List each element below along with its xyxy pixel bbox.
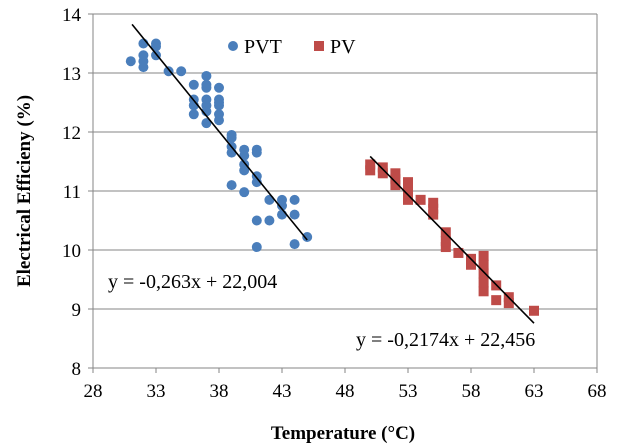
trendlines [131, 23, 535, 324]
pv-data-point [440, 236, 451, 247]
y-tick-label-14: 14 [62, 5, 82, 26]
pvt-data-point [239, 144, 250, 155]
pvt-data-point [188, 109, 199, 120]
legend: PVT PV [228, 36, 356, 58]
x-tick-label-58: 58 [462, 381, 481, 402]
x-tick-labels: 28 33 38 43 48 53 58 63 68 [84, 381, 607, 402]
pvt-data-point [239, 187, 250, 198]
pvt-data-point [239, 159, 250, 170]
pvt-data-point [226, 180, 237, 191]
pv-data-point [503, 298, 514, 309]
pv-data-point [403, 194, 413, 205]
pv-data-point [478, 286, 489, 297]
pv-data-point [365, 165, 376, 176]
pv-data-point [390, 174, 401, 185]
y-tick-label-10: 10 [62, 241, 81, 262]
x-tick-label-68: 68 [588, 381, 607, 402]
pvt-data-point [226, 129, 237, 140]
y-tick-labels: 8 9 10 11 12 13 14 [62, 5, 82, 380]
pvt-trendline [131, 23, 308, 241]
x-axis-title: Temperature (°C) [271, 423, 415, 444]
pv-data-point [390, 168, 401, 179]
pv-data-point [428, 203, 439, 214]
pvt-data-point [251, 242, 262, 253]
pvt-data-point [188, 79, 199, 90]
y-tick-label-8: 8 [72, 359, 82, 380]
pv-data-point [529, 305, 539, 316]
pv-data-point [440, 242, 451, 253]
pvt-data-point [277, 209, 287, 220]
pvt-trendline-equation: y = -0,263x + 22,004 [108, 271, 277, 293]
pvt-data-point [201, 79, 212, 90]
pv-data-point [403, 177, 413, 188]
pvt-data-point [151, 38, 161, 49]
pvt-data-point [302, 232, 313, 243]
x-tick-label-48: 48 [336, 381, 355, 402]
pvt-data-point [264, 194, 275, 205]
pvt-data-point [138, 50, 149, 61]
x-tick-label-33: 33 [147, 381, 166, 402]
x-tick-label-63: 63 [525, 381, 544, 402]
pvt-data-point [214, 109, 224, 120]
y-axis-title: Electrical Efficieny (%) [14, 95, 35, 287]
legend-marker-pvt [228, 41, 238, 51]
pv-data-point [453, 247, 464, 258]
pvt-data-point [201, 94, 212, 105]
pv-data-point [377, 168, 388, 179]
pv-data-point [428, 197, 439, 208]
pvt-data-point [163, 66, 174, 77]
pvt-data-point [264, 215, 275, 226]
y-tick-label-13: 13 [62, 64, 81, 85]
pvt-data-point [125, 56, 136, 67]
data-points [125, 38, 539, 316]
legend-label-pvt: PVT [244, 36, 282, 58]
legend-label-pv: PV [330, 36, 356, 58]
pvt-data-point [289, 209, 300, 220]
pv-data-point [491, 295, 502, 306]
pv-data-point [377, 162, 388, 173]
x-tick-label-28: 28 [84, 381, 103, 402]
pvt-data-point [201, 118, 212, 129]
pv-data-point [428, 209, 439, 220]
pv-trendline-equation: y = -0,2174x + 22,456 [356, 329, 535, 351]
pv-data-point [478, 259, 489, 270]
pvt-data-point [277, 194, 287, 205]
axes [88, 13, 598, 373]
x-tick-label-38: 38 [210, 381, 229, 402]
pv-data-point [403, 183, 413, 194]
pv-data-point [478, 250, 489, 261]
pv-data-point [478, 268, 489, 279]
x-tick-label-43: 43 [273, 381, 292, 402]
y-tick-label-12: 12 [62, 123, 81, 144]
pv-data-point [478, 277, 489, 288]
pv-trendline [369, 155, 535, 324]
pvt-data-point [289, 194, 300, 205]
pvt-data-point [289, 239, 300, 250]
pvt-data-point [201, 70, 212, 81]
legend-marker-pv [314, 41, 324, 51]
pvt-data-point [251, 215, 262, 226]
pv-data-point [415, 194, 426, 205]
x-tick-label-53: 53 [399, 381, 418, 402]
pv-data-point [390, 180, 401, 191]
pvt-data-point [176, 66, 187, 77]
pvt-data-point [251, 144, 262, 155]
pv-data-point [466, 259, 476, 270]
pvt-data-point [214, 94, 224, 105]
pv-data-point [365, 159, 376, 170]
y-tick-label-11: 11 [63, 182, 81, 203]
pvt-data-point [214, 82, 224, 93]
y-tick-label-9: 9 [72, 300, 82, 321]
